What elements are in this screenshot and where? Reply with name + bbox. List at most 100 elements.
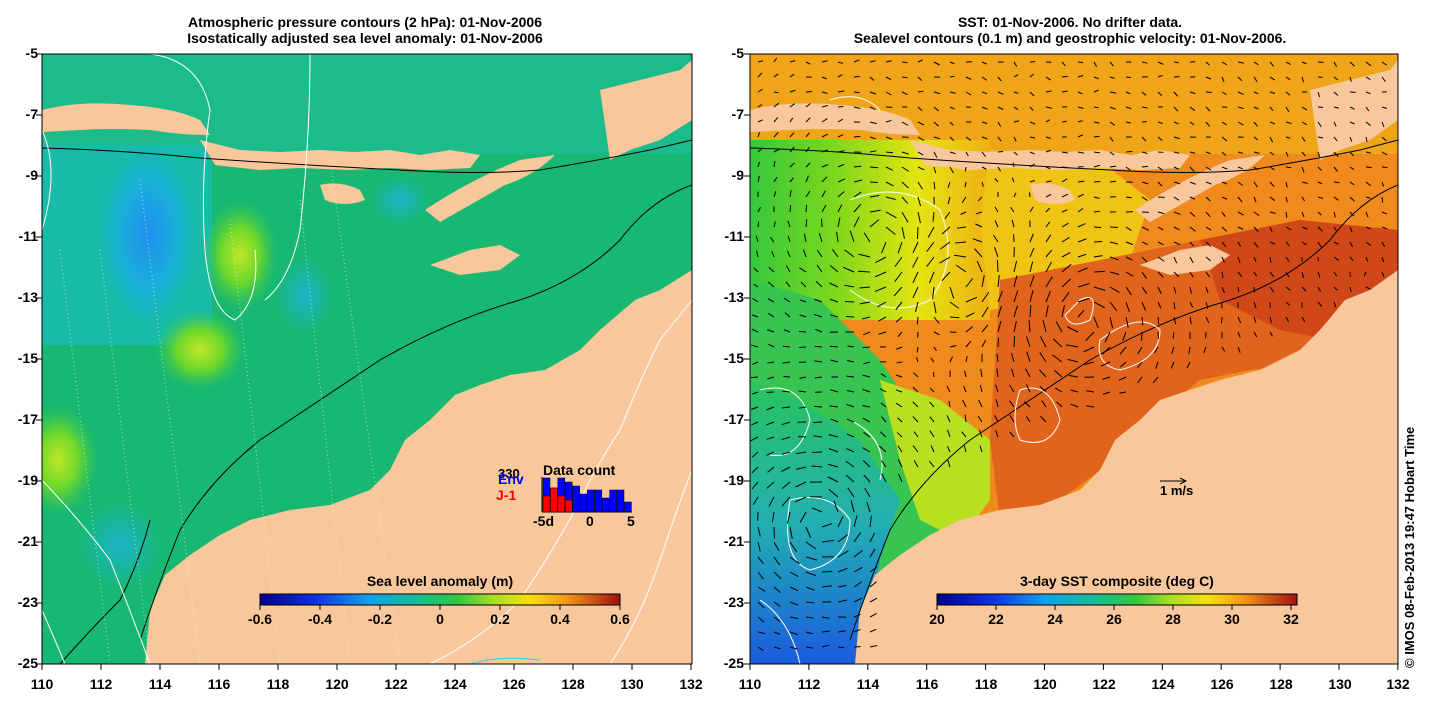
velocity-arrow: [821, 630, 830, 633]
velocity-arrow: [773, 73, 779, 78]
velocity-arrow: [1189, 151, 1196, 154]
velocity-arrow: [1125, 301, 1130, 312]
velocity-arrow: [789, 631, 798, 636]
velocity-arrow: [1157, 91, 1163, 97]
velocity-arrow: [1381, 61, 1387, 66]
velocity-arrow: [1173, 61, 1179, 64]
velocity-arrow: [789, 204, 792, 213]
velocity-arrow: [1333, 121, 1337, 127]
velocity-arrow: [1317, 301, 1323, 307]
velocity-arrow: [773, 148, 780, 153]
velocity-arrow: [869, 76, 875, 81]
velocity-arrow: [1056, 401, 1063, 408]
velocity-arrow: [981, 76, 988, 81]
velocity-arrow: [1141, 165, 1149, 168]
velocity-arrow: [1301, 166, 1305, 173]
velocity-arrow: [1237, 61, 1244, 64]
velocity-arrow: [1221, 151, 1227, 156]
velocity-arrow: [869, 532, 876, 543]
velocity-arrow: [1026, 336, 1031, 348]
velocity-arrow: [1205, 196, 1211, 202]
velocity-arrow: [1301, 226, 1308, 230]
velocity-arrow: [933, 301, 937, 314]
velocity-arrow: [917, 181, 923, 190]
velocity-arrow: [1029, 151, 1035, 155]
velocity-arrow: [949, 61, 955, 65]
velocity-arrow: [930, 357, 935, 363]
velocity-arrow: [751, 451, 759, 458]
velocity-arrow: [1093, 301, 1105, 309]
velocity-arrow: [837, 118, 844, 123]
velocity-arrow: [948, 400, 951, 408]
velocity-arrow: [814, 298, 823, 303]
velocity-arrow: [853, 597, 863, 603]
velocity-arrow: [964, 166, 967, 172]
velocity-arrow: [821, 539, 834, 543]
velocity-arrow: [781, 436, 791, 441]
velocity-arrow: [981, 181, 984, 187]
right-colorbar-tick: 22: [988, 611, 1004, 627]
velocity-arrow: [1349, 256, 1354, 261]
velocity-arrow: [820, 218, 823, 228]
velocity-arrow: [863, 361, 871, 365]
left-ytick: -7: [25, 106, 38, 122]
data-count-env-label: Env: [498, 471, 524, 487]
velocity-arrow: [997, 150, 1004, 153]
velocity-arrow: [1205, 271, 1210, 278]
velocity-arrow: [946, 385, 951, 393]
right-xtick: 130: [1328, 676, 1352, 692]
velocity-arrow: [977, 415, 983, 423]
velocity-arrow: [1285, 286, 1291, 291]
velocity-arrow: [846, 389, 855, 393]
velocity-arrow: [1061, 209, 1068, 213]
velocity-arrow: [821, 60, 828, 63]
velocity-arrow: [1109, 165, 1117, 168]
env-count-bar: [594, 489, 603, 513]
right-ytick: -23: [723, 594, 744, 610]
velocity-arrow: [981, 121, 988, 124]
velocity-arrow: [933, 346, 937, 352]
velocity-arrow: [1172, 331, 1175, 339]
velocity-arrow: [869, 645, 878, 648]
left-xtick: 128: [561, 676, 585, 692]
velocity-arrow: [1301, 196, 1306, 202]
velocity-arrow: [901, 91, 908, 96]
velocity-arrow: [1205, 211, 1211, 218]
velocity-arrow: [1045, 180, 1052, 183]
velocity-arrow: [1141, 271, 1148, 280]
left-colorbar-tick: 0.6: [610, 611, 630, 627]
velocity-arrow: [1237, 151, 1244, 154]
velocity-arrow: [814, 360, 823, 363]
velocity-arrow: [1109, 241, 1119, 245]
velocity-arrow: [798, 390, 807, 393]
velocity-arrow: [877, 301, 887, 308]
velocity-arrow: [1221, 166, 1228, 170]
velocity-arrow: [853, 549, 863, 558]
velocity-arrow: [1333, 271, 1338, 277]
left-colorbar-tick: 0.4: [550, 611, 570, 627]
velocity-arrow: [1154, 346, 1159, 354]
velocity-arrow: [997, 338, 1000, 348]
velocity-arrow: [1317, 181, 1323, 185]
velocity-arrow: [1085, 331, 1095, 341]
velocity-arrow: [837, 105, 844, 108]
velocity-arrow: [1365, 76, 1371, 80]
velocity-arrow: [1125, 106, 1132, 110]
velocity-arrow: [858, 253, 871, 258]
velocity-arrow: [1061, 61, 1066, 67]
velocity-arrow: [1013, 321, 1017, 333]
velocity-arrow: [1029, 121, 1036, 125]
velocity-arrow: [853, 216, 860, 228]
velocity-arrow: [753, 267, 759, 273]
velocity-arrow: [1381, 166, 1388, 169]
velocity-arrow: [1285, 241, 1290, 247]
velocity-arrow: [913, 460, 919, 468]
velocity-arrow: [1125, 121, 1131, 124]
velocity-arrow: [928, 271, 935, 284]
velocity-arrow: [1301, 76, 1305, 83]
velocity-arrow: [829, 314, 839, 318]
velocity-arrow: [965, 312, 975, 318]
velocity-arrow: [995, 430, 999, 438]
velocity-arrow: [1333, 226, 1338, 232]
velocity-arrow: [1045, 249, 1053, 258]
